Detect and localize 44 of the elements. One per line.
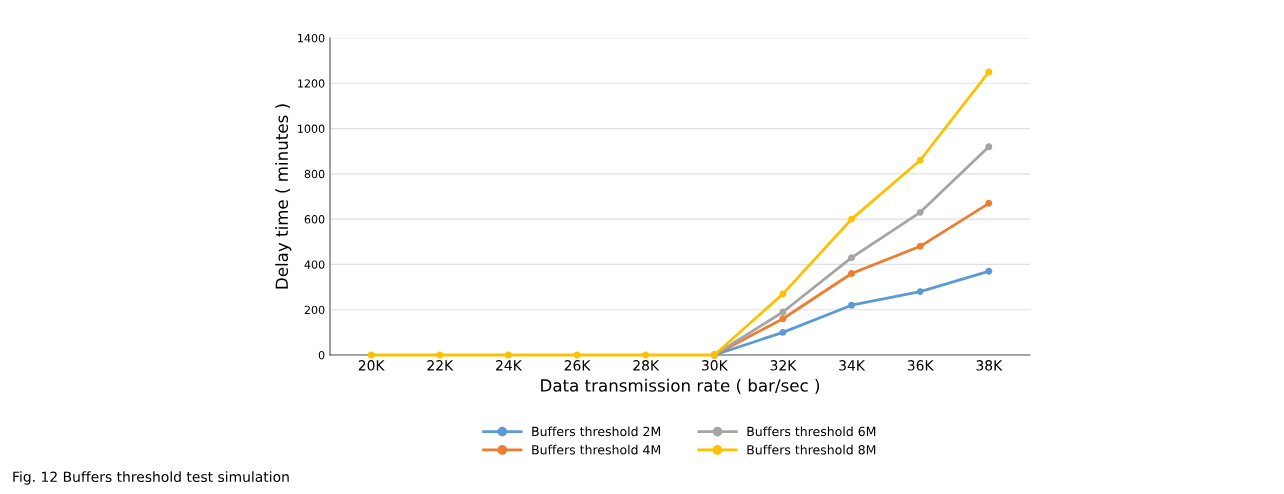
point — [985, 68, 993, 76]
x-tick-label: 22K — [427, 360, 454, 371]
x-tick-label: 20K — [358, 360, 385, 371]
point — [916, 242, 924, 250]
legend-label: Buffers threshold 6M — [747, 426, 876, 437]
point — [779, 290, 787, 298]
point — [779, 315, 787, 323]
point — [848, 270, 856, 277]
y-axis-title: Delay time ( minutes ) — [275, 104, 292, 289]
point — [985, 143, 993, 151]
y-tick-label: 0 — [318, 350, 325, 360]
point — [848, 215, 856, 223]
x-tick-label: 28K — [633, 360, 660, 371]
point — [848, 254, 856, 262]
y-tick-label: 800 — [304, 169, 325, 179]
x-axis-title: Data transmission rate ( bar/sec ) — [541, 378, 820, 394]
legend-label: Buffers threshold 4M — [532, 444, 661, 455]
point — [504, 351, 512, 359]
point — [916, 288, 924, 296]
y-tick-label: 1000 — [298, 124, 325, 133]
x-tick-label: 38K — [976, 360, 1003, 371]
point — [779, 328, 787, 336]
point — [642, 351, 650, 359]
point — [367, 351, 375, 359]
x-tick-label: 30K — [701, 360, 728, 371]
legend-label: Buffers threshold 2M — [532, 426, 661, 437]
x-tick-label: 32K — [770, 360, 797, 371]
y-tick-label: 1200 — [298, 79, 325, 88]
x-tick-label: 36K — [907, 360, 934, 371]
legend-label: Buffers threshold 8M — [747, 444, 876, 455]
y-tick-label: 200 — [304, 305, 325, 315]
point — [916, 156, 924, 164]
y-tick-label: 1400 — [298, 33, 325, 43]
x-tick-label: 34K — [839, 360, 866, 371]
y-tick-label: 400 — [304, 260, 325, 269]
point — [985, 199, 993, 207]
point — [848, 301, 856, 309]
x-tick-label: 26K — [564, 360, 591, 371]
y-tick-label: 600 — [304, 215, 325, 224]
point — [916, 208, 924, 216]
point — [436, 351, 444, 359]
caption: Fig. 12 Buffers threshold test simulation — [13, 471, 289, 485]
point — [985, 267, 993, 275]
x-tick-label: 24K — [496, 360, 523, 371]
